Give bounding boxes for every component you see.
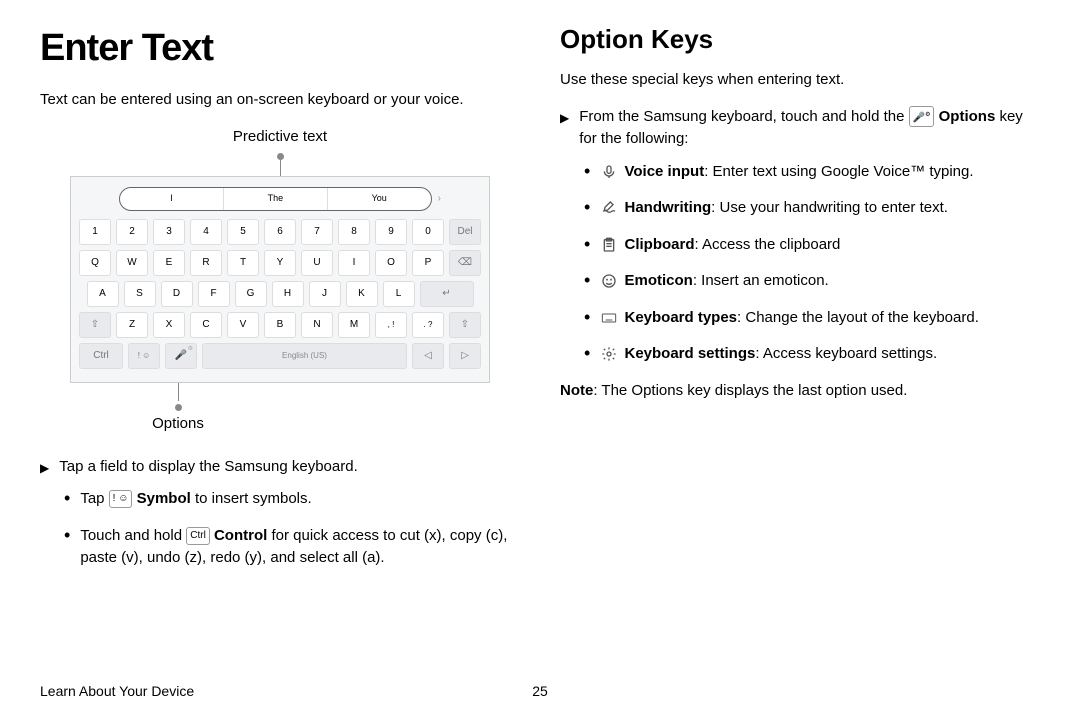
key-c[interactable]: C <box>190 312 222 338</box>
key-n[interactable]: N <box>301 312 333 338</box>
key-6[interactable]: 6 <box>264 219 296 245</box>
microphone-icon: 🎤 <box>175 348 187 363</box>
suggestion-2[interactable]: The <box>224 188 328 210</box>
keyboard-figure: Predictive text I The You › 1 2 3 4 5 6 … <box>40 126 520 436</box>
key-8[interactable]: 8 <box>338 219 370 245</box>
intro-text: Text can be entered using an on-screen k… <box>40 89 520 112</box>
bullet-icon: • <box>584 235 590 253</box>
footer-section: Learn About Your Device <box>40 681 194 702</box>
key-b[interactable]: B <box>264 312 296 338</box>
key-1[interactable]: 1 <box>79 219 111 245</box>
key-0[interactable]: 0 <box>412 219 444 245</box>
key-4[interactable]: 4 <box>190 219 222 245</box>
predictive-text-label: Predictive text <box>40 126 520 149</box>
key-w[interactable]: W <box>116 250 148 276</box>
keyboard-icon <box>600 309 618 327</box>
chevron-right-icon[interactable]: › <box>438 191 441 206</box>
key-d[interactable]: D <box>161 281 193 307</box>
key-v[interactable]: V <box>227 312 259 338</box>
key-r[interactable]: R <box>190 250 222 276</box>
note: Note: The Options key displays the last … <box>560 380 1040 403</box>
key-enter[interactable]: ↵ <box>420 281 474 307</box>
bullet-icon: • <box>584 162 590 180</box>
keyboard: I The You › 1 2 3 4 5 6 7 8 9 0 Del Q <box>70 176 490 383</box>
key-del[interactable]: Del <box>449 219 481 245</box>
key-k[interactable]: K <box>346 281 378 307</box>
key-5[interactable]: 5 <box>227 219 259 245</box>
option-emoticon: Emoticon: Insert an emoticon. <box>600 270 828 293</box>
key-left[interactable]: ◁ <box>412 343 444 369</box>
key-y[interactable]: Y <box>264 250 296 276</box>
key-7[interactable]: 7 <box>301 219 333 245</box>
bullet-icon: • <box>584 271 590 289</box>
bullet-icon: • <box>584 308 590 326</box>
handwriting-icon <box>600 199 618 217</box>
key-x[interactable]: X <box>153 312 185 338</box>
key-shift-right[interactable]: ⇧ <box>449 312 481 338</box>
key-j[interactable]: J <box>309 281 341 307</box>
key-m[interactable]: M <box>338 312 370 338</box>
key-symbol[interactable]: ! ☺ <box>128 343 160 369</box>
sub-instruction-2: Touch and hold Ctrl Control for quick ac… <box>80 525 520 570</box>
bullet-icon: • <box>64 489 70 507</box>
key-o[interactable]: O <box>375 250 407 276</box>
key-t[interactable]: T <box>227 250 259 276</box>
option-voice-input: Voice input: Enter text using Google Voi… <box>600 161 973 184</box>
key-3[interactable]: 3 <box>153 219 185 245</box>
bullet-icon: • <box>64 526 70 544</box>
key-q[interactable]: Q <box>79 250 111 276</box>
suggestion-3[interactable]: You <box>328 188 431 210</box>
gear-icon <box>600 345 618 363</box>
emoticon-icon <box>600 272 618 290</box>
play-icon: ▶ <box>560 109 569 151</box>
key-e[interactable]: E <box>153 250 185 276</box>
key-9[interactable]: 9 <box>375 219 407 245</box>
key-i[interactable]: I <box>338 250 370 276</box>
option-keyboard-settings: Keyboard settings: Access keyboard setti… <box>600 343 937 366</box>
key-z[interactable]: Z <box>116 312 148 338</box>
sub-instruction-1: Tap ! ☺ Symbol to insert symbols. <box>80 488 311 511</box>
key-p[interactable]: P <box>412 250 444 276</box>
clipboard-icon <box>600 236 618 254</box>
page-number: 25 <box>532 681 548 702</box>
bullet-icon: • <box>584 344 590 362</box>
key-s[interactable]: S <box>124 281 156 307</box>
section-intro: Use these special keys when entering tex… <box>560 69 1040 92</box>
key-2[interactable]: 2 <box>116 219 148 245</box>
symbol-key-icon: ! ☺ <box>109 490 133 508</box>
key-a[interactable]: A <box>87 281 119 307</box>
key-options[interactable]: 🎤⚙ <box>165 343 197 369</box>
section-title: Option Keys <box>560 20 1040 59</box>
play-icon: ▶ <box>40 459 49 479</box>
options-key-icon: 🎤⚙ <box>909 106 935 127</box>
key-right[interactable]: ▷ <box>449 343 481 369</box>
options-label: Options <box>0 413 520 436</box>
option-handwriting: Handwriting: Use your handwriting to ent… <box>600 197 948 220</box>
microphone-icon <box>600 163 618 181</box>
instruction-1: Tap a field to display the Samsung keybo… <box>59 456 358 479</box>
key-l[interactable]: L <box>383 281 415 307</box>
bullet-icon: • <box>584 198 590 216</box>
key-space[interactable]: English (US) <box>202 343 407 369</box>
option-keyboard-types: Keyboard types: Change the layout of the… <box>600 307 979 330</box>
key-h[interactable]: H <box>272 281 304 307</box>
key-period[interactable]: . ? <box>412 312 444 338</box>
key-comma[interactable]: , ! <box>375 312 407 338</box>
key-ctrl[interactable]: Ctrl <box>79 343 123 369</box>
ctrl-key-icon: Ctrl <box>186 527 210 545</box>
key-u[interactable]: U <box>301 250 333 276</box>
key-g[interactable]: G <box>235 281 267 307</box>
suggestion-1[interactable]: I <box>120 188 224 210</box>
key-f[interactable]: F <box>198 281 230 307</box>
page-title: Enter Text <box>40 20 520 77</box>
key-shift-left[interactable]: ⇧ <box>79 312 111 338</box>
main-instruction: From the Samsung keyboard, touch and hol… <box>579 106 1040 151</box>
suggestion-bar[interactable]: I The You <box>119 187 432 211</box>
option-clipboard: Clipboard: Access the clipboard <box>600 234 840 257</box>
key-backspace[interactable]: ⌫ <box>449 250 481 276</box>
